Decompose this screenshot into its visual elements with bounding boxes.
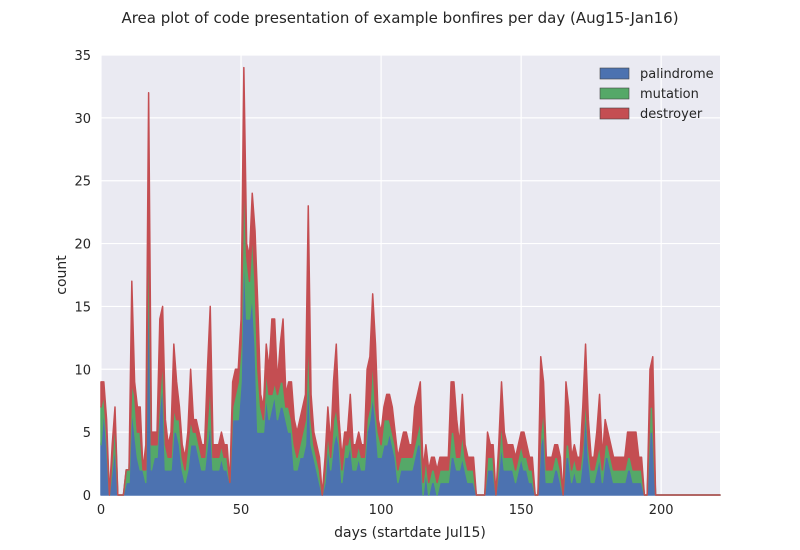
area-series-layer (100, 66, 721, 496)
legend-swatch-destroyer (599, 107, 630, 120)
area-destroyer (100, 66, 721, 496)
y-tick-label: 35 (74, 49, 91, 64)
legend: palindrome mutation destroyer (599, 67, 714, 122)
legend-label-destroyer: destroyer (640, 107, 703, 122)
x-tick-label: 150 (509, 503, 534, 518)
chart-title: Area plot of code presentation of exampl… (121, 9, 678, 27)
y-tick-label: 0 (83, 489, 91, 504)
y-tick-label: 20 (74, 238, 91, 253)
tick-labels: 0 50 100 150 200 0 5 10 15 20 25 30 35 (74, 49, 673, 518)
legend-label-palindrome: palindrome (640, 67, 714, 82)
x-tick-label: 200 (649, 503, 674, 518)
y-tick-label: 30 (74, 112, 91, 127)
x-tick-label: 50 (233, 503, 250, 518)
legend-label-mutation: mutation (640, 87, 699, 102)
legend-swatch-palindrome (599, 67, 630, 80)
x-tick-label: 0 (97, 503, 105, 518)
y-tick-label: 5 (83, 426, 91, 441)
y-axis-label: count (54, 255, 70, 295)
y-tick-label: 10 (74, 363, 91, 378)
legend-swatch-mutation (599, 87, 630, 100)
y-tick-label: 15 (74, 300, 91, 315)
y-tick-label: 25 (74, 175, 91, 190)
x-tick-label: 100 (369, 503, 394, 518)
x-axis-label: days (startdate Jul15) (334, 525, 486, 541)
plot-background (101, 55, 720, 495)
